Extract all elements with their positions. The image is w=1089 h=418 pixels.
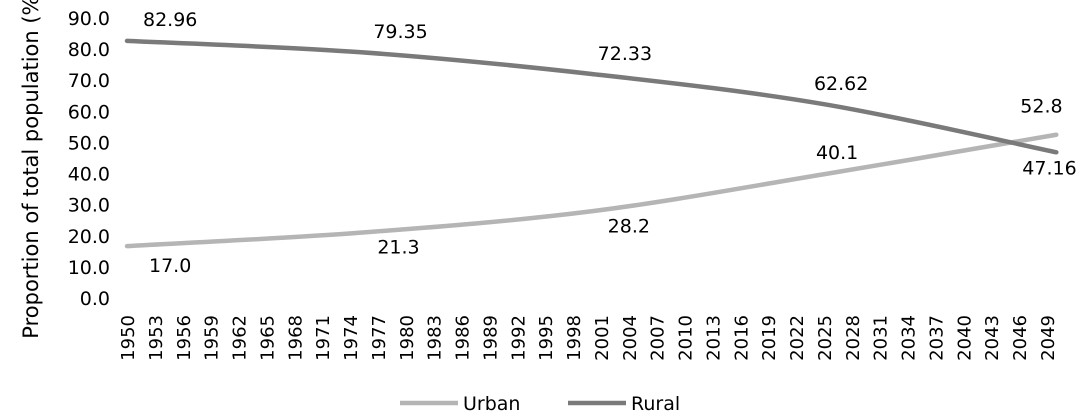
x-tick-label: 2025: [815, 315, 836, 361]
data-label-rural: 79.35: [373, 21, 427, 43]
y-tick-label: 20.0: [68, 226, 110, 248]
y-tick-label: 30.0: [68, 195, 110, 217]
x-tick-label: 1959: [202, 315, 223, 361]
y-tick-label: 10.0: [68, 257, 110, 279]
x-axis-ticks: 1950 1953 1956 1959 1962 1965 1968 1971 1974 1977…: [118, 315, 1059, 361]
y-tick-label: 70.0: [68, 70, 110, 92]
data-label-urban: 21.3: [377, 237, 419, 259]
x-tick-label: 1986: [453, 315, 474, 361]
data-label-rural: 82.96: [143, 9, 197, 31]
x-tick-label: 1977: [369, 315, 390, 361]
data-labels: 17.0 21.3 28.2 40.1 52.8 82.96 79.35 72.33 62.62…: [143, 9, 1077, 277]
data-label-rural: 62.62: [814, 73, 868, 95]
x-tick-label: 1983: [425, 315, 446, 361]
x-tick-label: 1950: [118, 315, 139, 361]
data-label-rural: 47.16: [1022, 157, 1076, 179]
x-tick-label: 2019: [759, 315, 780, 361]
legend: Urban Rural: [400, 393, 680, 415]
x-tick-label: 2013: [703, 315, 724, 361]
x-tick-label: 1962: [230, 315, 251, 361]
legend-label-urban: Urban: [463, 393, 520, 414]
data-label-urban: 17.0: [149, 255, 191, 277]
x-tick-label: 1965: [257, 315, 278, 361]
x-tick-label: 2040: [954, 315, 975, 361]
x-tick-label: 1974: [341, 315, 362, 361]
series-line-urban: [124, 132, 1059, 249]
x-tick-label: 2037: [926, 315, 947, 361]
data-label-rural: 72.33: [598, 43, 652, 65]
x-tick-label: 2031: [871, 315, 892, 361]
x-tick-label: 2034: [899, 315, 920, 361]
data-label-urban: 40.1: [816, 142, 858, 164]
x-tick-label: 2016: [731, 315, 752, 361]
y-tick-label: 90.0: [68, 8, 110, 30]
x-tick-label: 1956: [174, 315, 195, 361]
x-tick-label: 1980: [397, 315, 418, 361]
x-tick-label: 1953: [146, 315, 167, 361]
y-tick-label: 80.0: [68, 39, 110, 61]
y-tick-label: 60.0: [68, 101, 110, 123]
x-tick-label: 2007: [648, 315, 669, 361]
x-tick-label: 2022: [787, 315, 808, 361]
legend-label-rural: Rural: [631, 393, 680, 414]
series-lines: [124, 38, 1059, 249]
x-tick-label: 1992: [508, 315, 529, 361]
x-tick-label: 1995: [536, 315, 557, 361]
x-tick-label: 1998: [564, 315, 585, 361]
x-tick-label: 1989: [480, 315, 501, 361]
y-tick-label: 50.0: [68, 132, 110, 154]
series-line-rural: [124, 38, 1059, 155]
data-label-urban: 28.2: [608, 215, 650, 237]
y-axis-title: Proportion of total population (%): [19, 0, 43, 339]
x-tick-label: 2001: [592, 315, 613, 361]
x-tick-label: 1971: [313, 315, 334, 361]
y-tick-label: 40.0: [68, 164, 110, 186]
y-tick-label: 0.0: [80, 288, 110, 310]
x-tick-label: 2028: [843, 315, 864, 361]
x-tick-label: 2004: [620, 315, 641, 361]
y-axis-ticks: 0.0 10.0 20.0 30.0 40.0 50.0 60.0 70.0 80.0 90.0: [68, 8, 110, 310]
data-label-urban: 52.8: [1020, 96, 1062, 118]
x-tick-label: 2046: [1010, 315, 1031, 361]
x-tick-label: 2010: [676, 315, 697, 361]
x-tick-label: 2049: [1038, 315, 1059, 361]
x-tick-label: 1968: [285, 315, 306, 361]
x-tick-label: 2043: [982, 315, 1003, 361]
